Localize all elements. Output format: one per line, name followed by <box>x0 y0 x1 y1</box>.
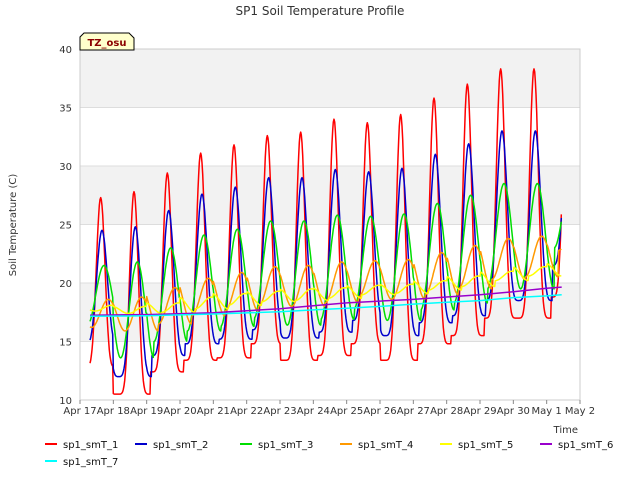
x-tick-label: Apr 22 <box>230 406 263 417</box>
y-tick-label: 15 <box>59 338 72 349</box>
x-tick-label: Apr 28 <box>430 406 463 417</box>
x-tick-label: Apr 17 <box>63 406 96 417</box>
x-tick-label: May 2 <box>565 406 595 417</box>
legend-label: sp1_smT_5 <box>458 440 513 451</box>
legend-label: sp1_smT_7 <box>63 457 118 468</box>
series-line-sp1-smT-3 <box>89 182 563 359</box>
tz-badge-text: TZ_osu <box>87 38 126 49</box>
x-tick-label: Apr 26 <box>363 406 396 417</box>
background-band <box>80 341 580 400</box>
x-tick-label: Apr 21 <box>197 406 230 417</box>
background-band <box>80 49 580 108</box>
legend-label: sp1_smT_3 <box>258 440 313 451</box>
x-axis-title: Time <box>553 425 578 436</box>
x-tick-label: Apr 25 <box>330 406 363 417</box>
series-line-sp1-smT-7 <box>89 293 562 318</box>
series-line-sp1-smT-5 <box>89 262 562 315</box>
series-line-sp1-smT-4 <box>89 235 562 332</box>
y-tick-label: 25 <box>59 221 72 232</box>
y-axis-title: Soil Temperature (C) <box>8 174 19 277</box>
y-axis-ticks: 10 15 20 25 30 35 40 <box>59 45 72 407</box>
x-tick-label: Apr 30 <box>497 406 530 417</box>
legend-label: sp1_smT_4 <box>358 440 413 451</box>
y-tick-label: 20 <box>59 279 72 290</box>
x-tick-label: Apr 20 <box>163 406 196 417</box>
x-tick-label: May 1 <box>532 406 562 417</box>
tz-badge-box <box>79 32 135 51</box>
legend-label: sp1_smT_6 <box>558 440 613 451</box>
chart-title: SP1 Soil Temperature Profile <box>236 4 405 18</box>
y-tick-label: 35 <box>59 104 72 115</box>
x-tick-label: Apr 19 <box>130 406 163 417</box>
x-tick-label: Apr 27 <box>397 406 430 417</box>
x-tick-label: Apr 24 <box>297 406 330 417</box>
tz-badge: TZ_osu <box>79 32 135 51</box>
plot-frame <box>79 48 581 401</box>
y-tick-label: 40 <box>59 45 72 56</box>
y-tick-label: 30 <box>59 162 72 173</box>
x-axis-ticks: Apr 17 Apr 18 Apr 19 Apr 20 Apr 21 Apr 22 Apr … <box>63 400 595 417</box>
legend: sp1_smT_1 sp1_smT_2 sp1_smT_3 sp1_smT_4 sp1_… <box>45 440 613 468</box>
series-layer <box>89 68 563 395</box>
x-tick-label: Apr 23 <box>263 406 296 417</box>
y-tick-label: 10 <box>59 396 72 407</box>
series-line-sp1-smT-6 <box>89 286 562 316</box>
legend-label: sp1_smT_1 <box>63 440 118 451</box>
series-line-sp1-smT-1 <box>89 68 563 395</box>
x-tick-label: Apr 29 <box>463 406 496 417</box>
x-tick-label: Apr 18 <box>97 406 130 417</box>
legend-label: sp1_smT_2 <box>153 440 208 451</box>
